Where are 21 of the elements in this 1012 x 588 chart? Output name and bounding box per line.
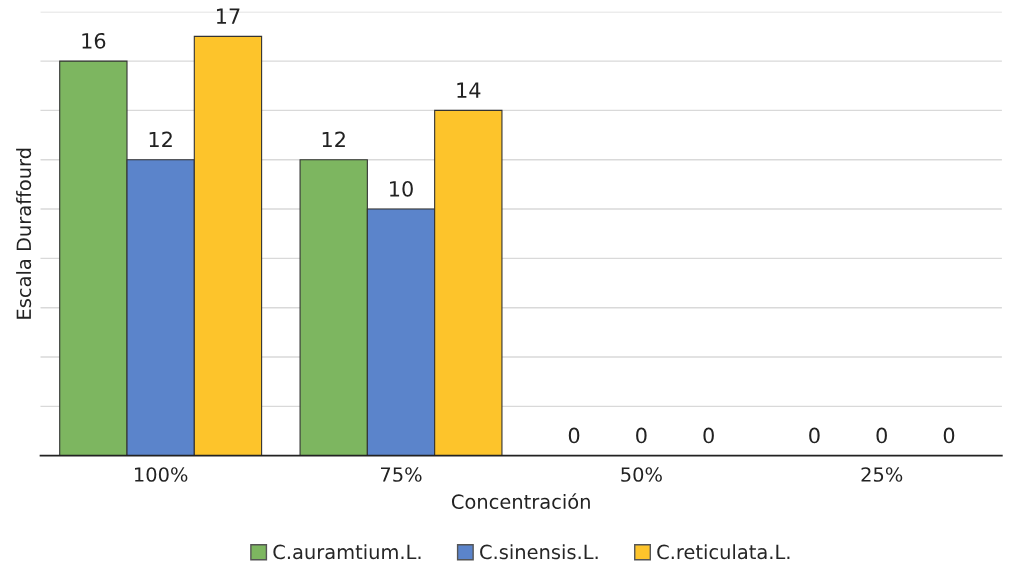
legend-label: C.reticulata.L.: [657, 544, 790, 560]
data-label: 12: [149, 131, 172, 148]
data-label: 0: [703, 427, 714, 444]
data-label: 0: [636, 427, 647, 444]
data-label: 17: [216, 8, 240, 24]
data-label: 16: [82, 32, 106, 49]
x-tick-label: 50%: [621, 467, 662, 482]
data-label: 10: [390, 180, 413, 197]
x-tick-label: 100%: [135, 467, 188, 482]
data-label: 0: [943, 427, 955, 444]
legend-label: C.sinensis.L.: [480, 544, 598, 560]
data-label: 12: [322, 131, 345, 148]
x-tick-label: 25%: [861, 467, 903, 482]
data-label: 0: [568, 427, 580, 444]
y-axis-title: Escala Duraffourd: [16, 148, 32, 319]
x-tick-label: 75%: [380, 467, 422, 482]
legend-label: C.auramtium.L.: [273, 544, 421, 560]
data-label: 0: [876, 427, 887, 444]
x-axis-title: Concentración: [451, 493, 590, 510]
data-label: 14: [457, 82, 481, 98]
data-label: 0: [809, 427, 820, 444]
